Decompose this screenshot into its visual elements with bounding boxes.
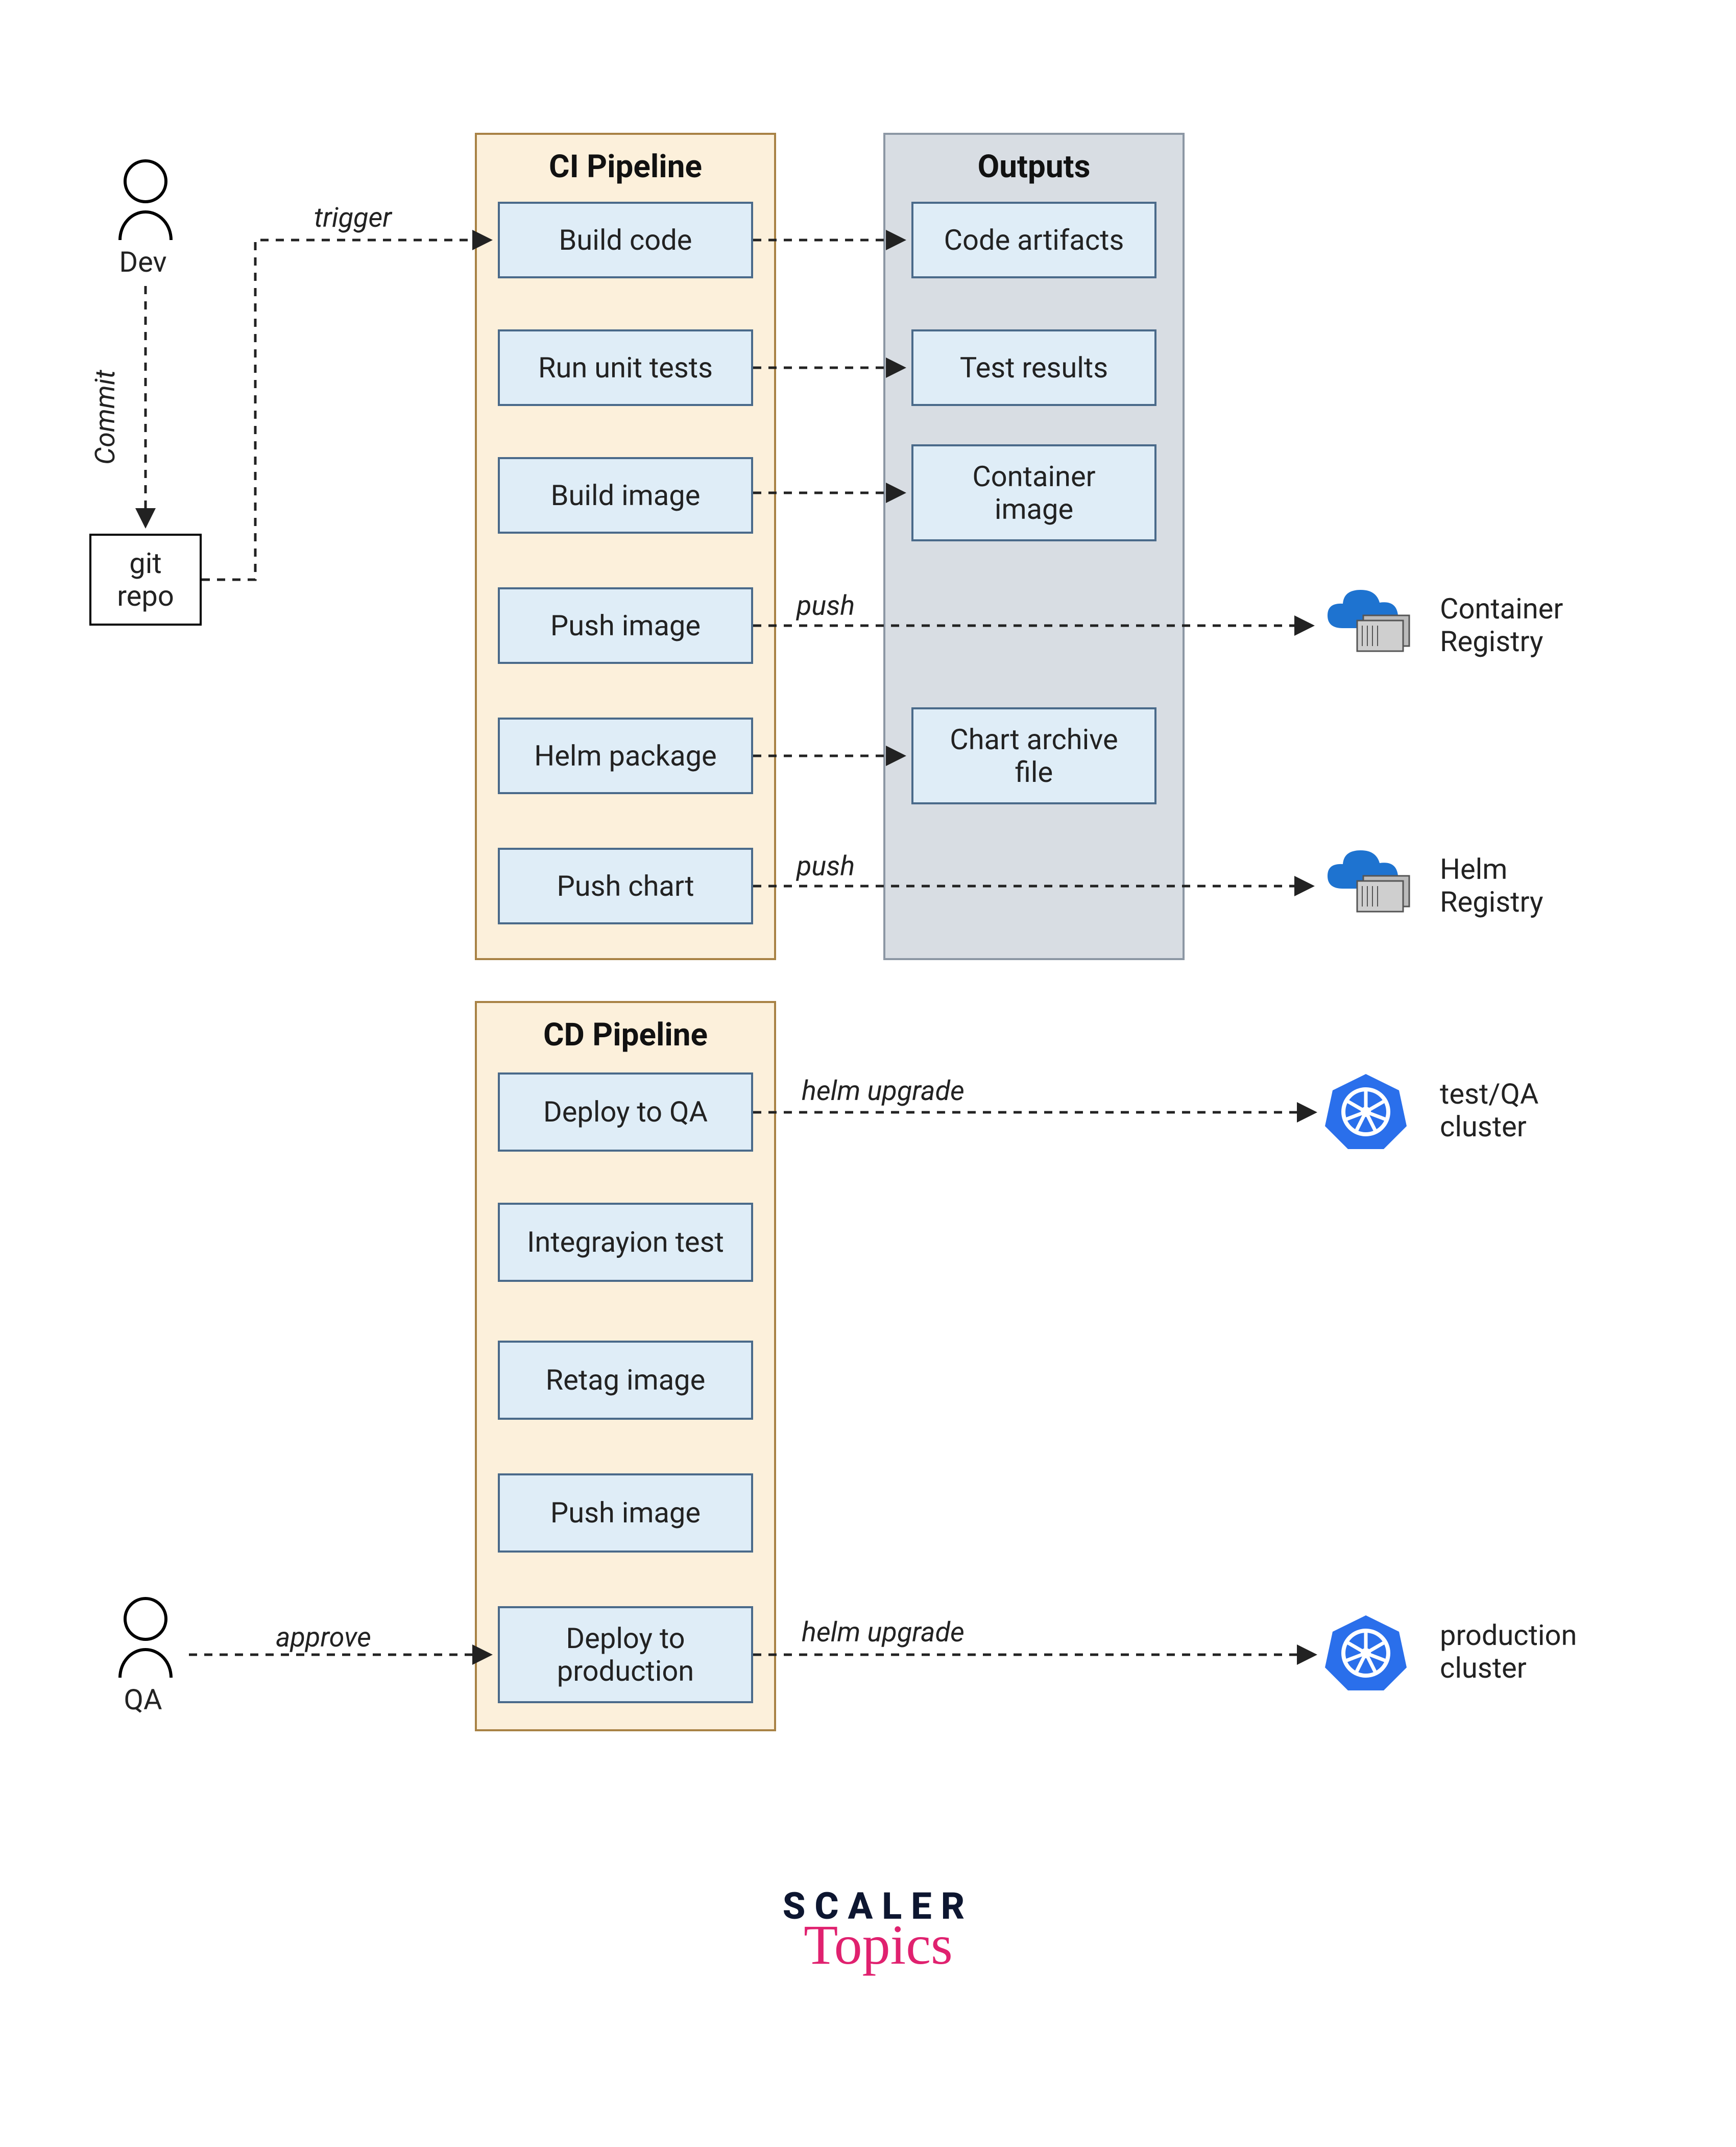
container-registry-label: Container Registry [1440,592,1563,658]
step-build-image: Build image [498,457,753,534]
person-icon [112,158,179,240]
step-run-unit-tests: Run unit tests [498,329,753,406]
step-push-chart: Push chart [498,848,753,924]
qa-cluster-label: test/QA cluster [1440,1078,1538,1143]
step-push-image: Push image [498,587,753,664]
arrows-layer [0,0,1736,2147]
cd-pipeline-title: CD Pipeline [477,1016,774,1054]
output-container-image: Container image [911,444,1156,541]
edge-label-commit: Commit [89,370,122,465]
edge-label-push-chart: push [797,850,855,882]
actor-dev: Dev [112,158,174,279]
actor-qa-label: QA [112,1683,174,1716]
edge-label-helm-upgrade-qa: helm upgrade [802,1075,965,1107]
prod-cluster-label: production cluster [1440,1619,1577,1685]
scaler-topics-logo: SCALER Topics [745,1884,1011,1977]
output-chart-archive: Chart archive file [911,707,1156,804]
git-repo-box: git repo [89,534,202,626]
output-code-artifacts: Code artifacts [911,202,1156,278]
ci-pipeline-title: CI Pipeline [477,148,774,185]
step-helm-package: Helm package [498,718,753,794]
edge-label-helm-upgrade-prod: helm upgrade [802,1616,965,1649]
prod-cluster-icon [1325,1611,1407,1695]
person-icon [112,1596,179,1678]
edge-label-push-image: push [797,590,855,622]
helm-registry-icon [1317,843,1419,921]
edge-label-trigger: trigger [314,202,392,234]
step-integration-test: Integrayion test [498,1203,753,1282]
output-test-results: Test results [911,329,1156,406]
step-build-code: Build code [498,202,753,278]
actor-dev-label: Dev [112,245,174,279]
container-registry-icon [1317,582,1419,661]
outputs-title: Outputs [885,148,1183,185]
step-deploy-prod: Deploy to production [498,1606,753,1703]
step-push-image-cd: Push image [498,1473,753,1553]
edge-label-approve: approve [276,1621,371,1654]
actor-qa: QA [112,1596,174,1716]
diagram-canvas: Dev git repo CI Pipeline Outputs Build c… [0,0,1736,2147]
step-deploy-qa: Deploy to QA [498,1072,753,1152]
step-retag-image: Retag image [498,1341,753,1420]
helm-registry-label: Helm Registry [1440,853,1543,919]
qa-cluster-icon [1325,1070,1407,1154]
